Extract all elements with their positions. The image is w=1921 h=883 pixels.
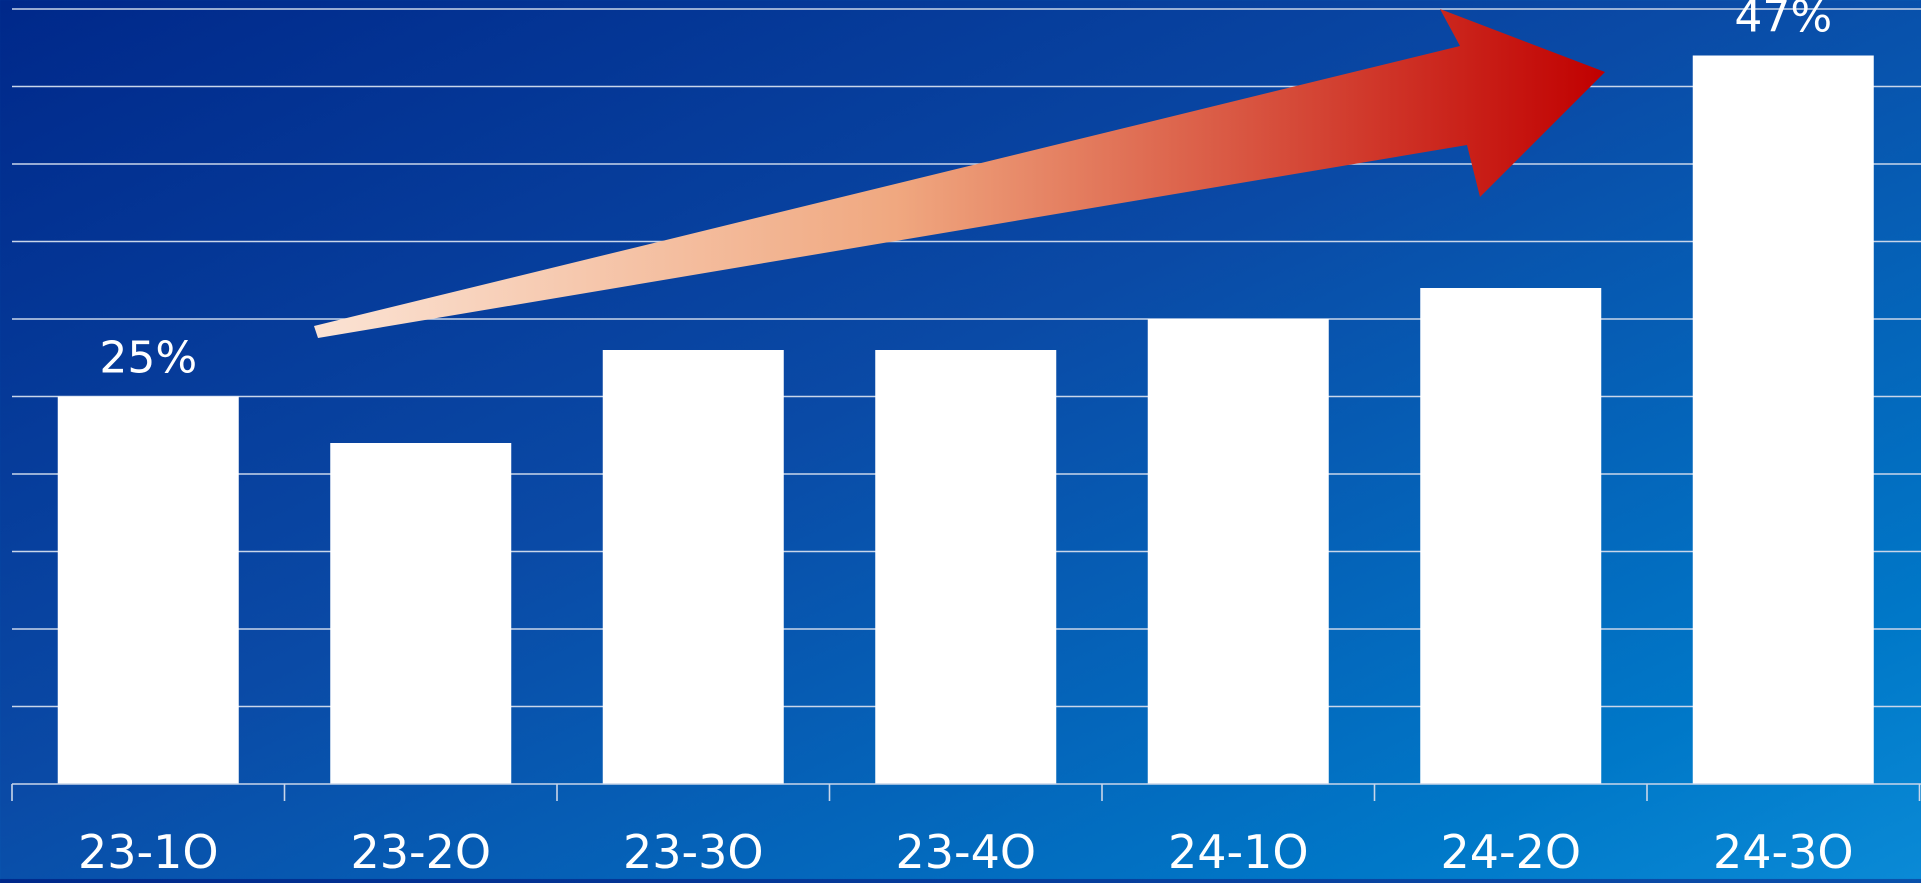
data-label-23-1O: 25%: [99, 333, 197, 384]
data-labels: 25% 47%: [99, 0, 1832, 384]
bar-24-2O: [1420, 288, 1602, 784]
bar-23-3O: [602, 350, 784, 784]
x-tick-label: 24-1O: [1168, 825, 1309, 879]
x-tick-label: 24-3O: [1713, 825, 1854, 879]
bar-23-4O: [875, 350, 1057, 784]
x-axis: 23-1O 23-2O 23-3O 23-4O 24-1O 24-2O 24-3O: [11, 783, 1921, 879]
trend-arrow-icon: [314, 9, 1605, 338]
bar-24-3O: [1692, 55, 1874, 784]
bar-23-1O: [57, 396, 239, 784]
x-tick-label: 24-2O: [1440, 825, 1581, 879]
data-label-24-3O: 47%: [1734, 0, 1832, 43]
x-tick-label: 23-1O: [78, 825, 219, 879]
x-tick-label: 23-4O: [895, 825, 1036, 879]
bar-23-2O: [330, 443, 512, 784]
x-tick-label: 23-3O: [623, 825, 764, 879]
trend-arrow-icon-shape: [314, 9, 1605, 338]
bars: [57, 55, 1874, 784]
x-tick-label: 23-2O: [350, 825, 491, 879]
bar-24-1O: [1147, 319, 1329, 784]
